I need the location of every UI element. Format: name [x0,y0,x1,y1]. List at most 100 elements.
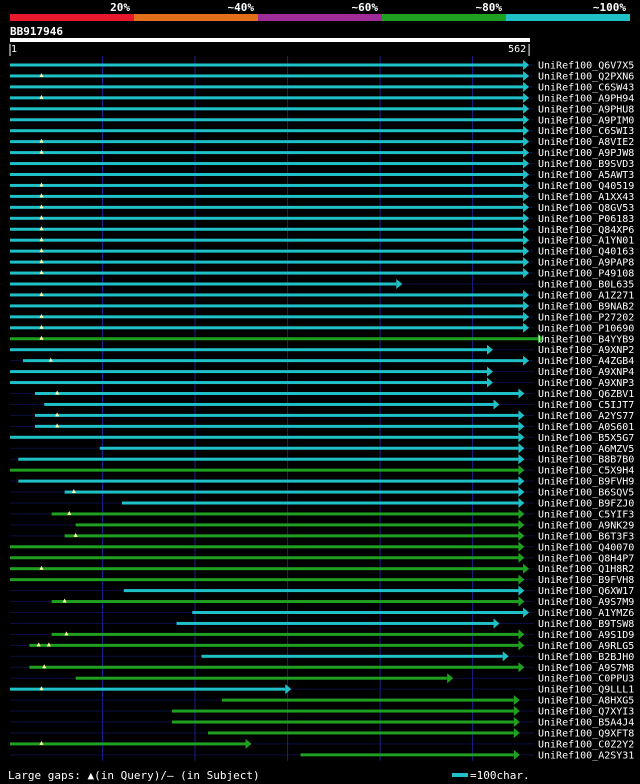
hit-bar[interactable] [10,578,519,582]
hit-label[interactable]: UniRef100_B5A4J4 [538,718,634,729]
hit-row[interactable]: UniRef100_C6SW43 [10,81,634,94]
hit-bar[interactable] [10,304,524,308]
hit-bar[interactable] [10,63,524,67]
hit-row[interactable]: UniRef100_A9XNP2 [10,344,634,357]
hit-label[interactable]: UniRef100_C6SWI3 [538,126,634,137]
hit-bar[interactable] [34,413,519,417]
hit-bar[interactable] [10,216,524,220]
hit-label[interactable]: UniRef100_A1Z271 [538,290,634,301]
hit-row[interactable]: UniRef100_P06183 [10,213,634,225]
hit-row[interactable]: UniRef100_A9S7M8 [10,662,634,674]
hit-row[interactable]: UniRef100_B6SQV5 [10,487,634,499]
hit-row[interactable]: UniRef100_Q1H8R2 [10,563,634,576]
hit-row[interactable]: UniRef100_A2YS77 [10,410,634,422]
hit-label[interactable]: UniRef100_B6SQV5 [538,488,634,499]
hit-label[interactable]: UniRef100_A9XNP2 [538,345,634,356]
hit-label[interactable]: UniRef100_C0PPU3 [538,674,634,685]
hit-row[interactable]: UniRef100_Q6V7X5 [10,60,634,72]
hit-bar[interactable] [64,490,519,494]
hit-row[interactable]: UniRef100_Q8GV53 [10,202,634,214]
hit-bar[interactable] [10,315,524,319]
hit-label[interactable]: UniRef100_A1YMZ6 [538,608,634,619]
hit-row[interactable]: UniRef100_A9S7M9 [10,596,634,609]
hit-row[interactable]: UniRef100_A9NK29 [10,519,634,532]
hit-bar[interactable] [51,512,519,516]
hit-row[interactable]: UniRef100_A9XNP4 [10,366,634,379]
hit-row[interactable]: UniRef100_A9RLG5 [10,640,634,652]
hit-bar[interactable] [10,271,524,275]
hit-bar[interactable] [10,435,519,439]
hit-bar[interactable] [10,282,397,286]
hit-label[interactable]: UniRef100_P27202 [538,312,634,323]
hit-label[interactable]: UniRef100_Q2PXN6 [538,71,634,82]
hit-label[interactable]: UniRef100_B8B7B0 [538,455,634,466]
hit-row[interactable]: UniRef100_A9PIM0 [10,114,634,127]
hit-bar[interactable] [34,392,519,395]
hit-label[interactable]: UniRef100_B0L635 [538,280,634,291]
hit-row[interactable]: UniRef100_A6MZV5 [10,443,634,455]
hit-label[interactable]: UniRef100_A6MZV5 [538,444,634,455]
hit-label[interactable]: UniRef100_B5X5G7 [538,433,634,444]
hit-label[interactable]: UniRef100_C6SW43 [538,82,634,93]
hit-bar[interactable] [221,698,514,702]
hit-bar[interactable] [10,162,524,166]
hit-bar[interactable] [10,118,524,122]
hit-bar[interactable] [22,359,524,363]
hit-bar[interactable] [10,293,524,297]
hit-label[interactable]: UniRef100_A8HXG5 [538,696,634,707]
hit-label[interactable]: UniRef100_Q40519 [538,181,634,192]
hit-row[interactable]: UniRef100_A8HXG5 [10,695,634,707]
hit-label[interactable]: UniRef100_P06183 [538,214,634,225]
hit-label[interactable]: UniRef100_C5X9H4 [538,466,634,477]
hit-row[interactable]: UniRef100_Q84XP6 [10,224,634,236]
hit-label[interactable]: UniRef100_B9FZJ0 [538,499,634,510]
hit-row[interactable]: UniRef100_Q40070 [10,541,634,554]
hit-bar[interactable] [51,632,519,636]
hit-bar[interactable] [10,205,524,209]
hit-row[interactable]: UniRef100_Q6ZBV1 [10,388,634,401]
hit-bar[interactable] [10,85,524,89]
hit-row[interactable]: UniRef100_A0S601 [10,421,634,433]
hit-label[interactable]: UniRef100_Q7XYI3 [538,707,634,718]
hit-bar[interactable] [10,183,524,187]
hit-row[interactable]: UniRef100_Q8H4P7 [10,552,634,565]
hit-bar[interactable] [18,457,519,461]
hit-label[interactable]: UniRef100_C0Z2Y2 [538,739,634,750]
hit-bar[interactable] [18,479,519,483]
hit-row[interactable]: UniRef100_B9FVH9 [10,476,634,488]
hit-label[interactable]: UniRef100_Q84XP6 [538,225,634,236]
hit-row[interactable]: UniRef100_B9TSW8 [10,618,634,630]
hit-bar[interactable] [10,96,524,100]
hit-bar[interactable] [10,173,524,176]
hit-row[interactable]: UniRef100_A9PHU8 [10,103,634,116]
hit-bar[interactable] [51,600,519,604]
hit-row[interactable]: UniRef100_B9FZJ0 [10,498,634,510]
hit-label[interactable]: UniRef100_B4YYB9 [538,334,634,345]
hit-label[interactable]: UniRef100_A0S601 [538,422,634,433]
hit-label[interactable]: UniRef100_A9S1D9 [538,630,634,641]
hit-label[interactable]: UniRef100_B9NAB2 [538,301,634,312]
hit-row[interactable]: UniRef100_A1YN01 [10,235,634,247]
hit-label[interactable]: UniRef100_A1YN01 [538,236,634,247]
hit-bar[interactable] [10,140,524,144]
hit-bar[interactable] [10,545,519,549]
hit-row[interactable]: UniRef100_Q9LLL1 [10,684,634,696]
hit-label[interactable]: UniRef100_A8VIE2 [538,137,634,148]
hit-row[interactable]: UniRef100_A2SY31 [10,749,634,762]
hit-bar[interactable] [34,424,519,428]
hit-label[interactable]: UniRef100_A9XNP3 [538,378,634,389]
hit-row[interactable]: UniRef100_Q40519 [10,180,634,192]
hit-row[interactable]: UniRef100_B0L635 [10,279,634,291]
hit-row[interactable]: UniRef100_A5AWT3 [10,169,634,182]
hit-row[interactable]: UniRef100_A9PH94 [10,92,634,105]
hit-bar[interactable] [10,567,524,571]
hit-label[interactable]: UniRef100_Q6ZBV1 [538,389,634,400]
hit-label[interactable]: UniRef100_A9S7M9 [538,597,634,608]
hit-label[interactable]: UniRef100_A2SY31 [538,750,634,761]
hit-bar[interactable] [44,402,494,406]
hit-label[interactable]: UniRef100_A2YS77 [538,411,634,422]
hit-row[interactable]: UniRef100_C0PPU3 [10,673,634,685]
hit-bar[interactable] [10,348,487,352]
hit-bar[interactable] [75,676,448,680]
hit-label[interactable]: UniRef100_A9S7M8 [538,663,634,674]
